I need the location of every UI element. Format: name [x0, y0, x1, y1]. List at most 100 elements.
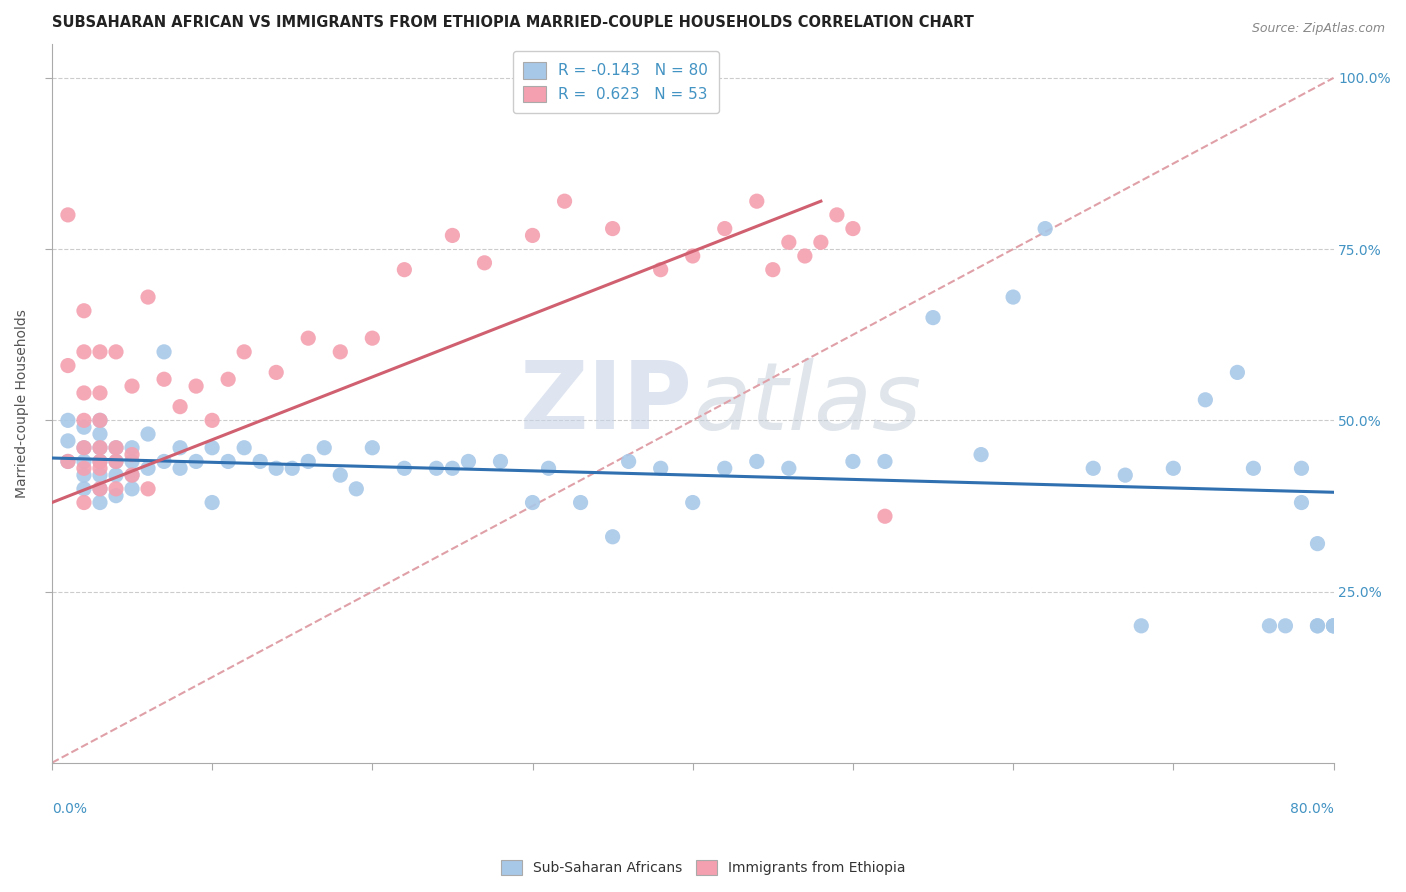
Point: [89, 427, 111, 442]
Point: [394, 262, 416, 277]
Point: [56, 454, 79, 468]
Point: [1033, 221, 1056, 235]
Point: [489, 454, 512, 468]
Point: [873, 454, 896, 468]
Point: [1291, 495, 1313, 509]
Point: [136, 427, 159, 442]
Point: [89, 482, 111, 496]
Point: [425, 461, 447, 475]
Text: Source: ZipAtlas.com: Source: ZipAtlas.com: [1251, 22, 1385, 36]
Point: [217, 454, 239, 468]
Point: [169, 400, 191, 414]
Point: [73, 454, 96, 468]
Text: SUBSAHARAN AFRICAN VS IMMIGRANTS FROM ETHIOPIA MARRIED-COUPLE HOUSEHOLDS CORRELA: SUBSAHARAN AFRICAN VS IMMIGRANTS FROM ET…: [52, 15, 974, 30]
Point: [56, 434, 79, 448]
Text: atlas: atlas: [693, 358, 921, 449]
Point: [682, 495, 704, 509]
Point: [89, 386, 111, 401]
Point: [201, 413, 224, 427]
Point: [713, 461, 735, 475]
Point: [842, 221, 865, 235]
Point: [650, 461, 672, 475]
Point: [121, 379, 143, 393]
Point: [1306, 619, 1329, 633]
Text: ZIP: ZIP: [520, 357, 693, 450]
Point: [1274, 619, 1296, 633]
Point: [73, 344, 96, 359]
Point: [281, 461, 304, 475]
Point: [89, 413, 111, 427]
Point: [554, 194, 576, 209]
Point: [1322, 619, 1344, 633]
Point: [121, 441, 143, 455]
Point: [233, 441, 256, 455]
Point: [249, 454, 271, 468]
Point: [745, 194, 768, 209]
Point: [121, 448, 143, 462]
Point: [105, 454, 128, 468]
Point: [89, 461, 111, 475]
Point: [105, 344, 128, 359]
Point: [121, 468, 143, 483]
Point: [73, 441, 96, 455]
Point: [73, 495, 96, 509]
Point: [1194, 392, 1216, 407]
Point: [745, 454, 768, 468]
Point: [394, 461, 416, 475]
Point: [136, 461, 159, 475]
Point: [105, 489, 128, 503]
Point: [810, 235, 832, 250]
Point: [522, 228, 544, 243]
Point: [457, 454, 479, 468]
Point: [1226, 365, 1249, 379]
Point: [1291, 461, 1313, 475]
Point: [217, 372, 239, 386]
Point: [169, 461, 191, 475]
Point: [793, 249, 815, 263]
Point: [105, 468, 128, 483]
Point: [1163, 461, 1185, 475]
Point: [361, 441, 384, 455]
Point: [873, 509, 896, 524]
Point: [73, 420, 96, 434]
Point: [201, 495, 224, 509]
Point: [153, 372, 176, 386]
Point: [361, 331, 384, 345]
Point: [73, 441, 96, 455]
Point: [1130, 619, 1153, 633]
Point: [329, 468, 352, 483]
Point: [441, 228, 464, 243]
Point: [56, 359, 79, 373]
Point: [1258, 619, 1281, 633]
Point: [1083, 461, 1105, 475]
Point: [89, 482, 111, 496]
Point: [264, 365, 287, 379]
Point: [105, 441, 128, 455]
Point: [89, 468, 111, 483]
Point: [713, 221, 735, 235]
Point: [825, 208, 848, 222]
Point: [73, 386, 96, 401]
Point: [73, 413, 96, 427]
Point: [105, 441, 128, 455]
Point: [682, 249, 704, 263]
Point: [73, 303, 96, 318]
Point: [569, 495, 592, 509]
Point: [105, 482, 128, 496]
Point: [762, 262, 785, 277]
Text: 0.0%: 0.0%: [52, 802, 87, 816]
Point: [136, 482, 159, 496]
Point: [73, 482, 96, 496]
Point: [617, 454, 640, 468]
Point: [1002, 290, 1025, 304]
Point: [89, 344, 111, 359]
Point: [89, 413, 111, 427]
Point: [297, 331, 319, 345]
Point: [136, 290, 159, 304]
Point: [233, 344, 256, 359]
Point: [970, 448, 993, 462]
Point: [344, 482, 367, 496]
Point: [314, 441, 336, 455]
Point: [89, 441, 111, 455]
Y-axis label: Married-couple Households: Married-couple Households: [15, 309, 30, 498]
